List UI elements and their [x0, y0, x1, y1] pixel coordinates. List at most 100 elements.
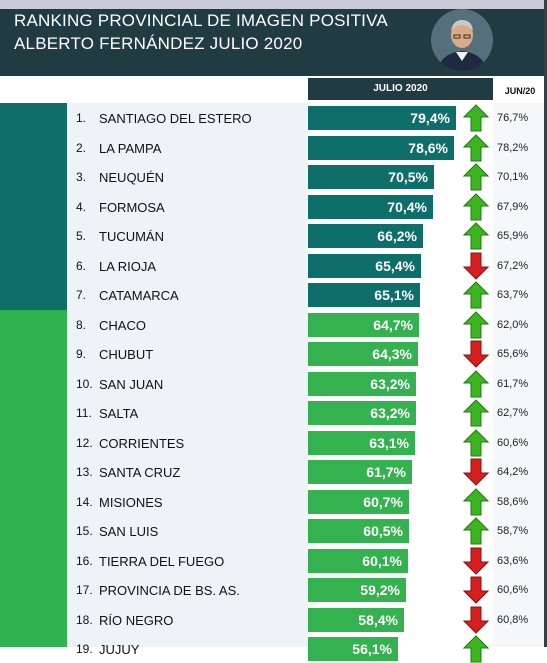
value-label: 70,4% — [387, 198, 427, 215]
previous-value: 62,7% — [497, 407, 529, 419]
value-label: 61,7% — [366, 464, 406, 480]
province-name: FORMOSA — [99, 199, 165, 215]
arrow-up-icon — [463, 310, 489, 338]
value-bar: 66,2% — [308, 224, 423, 248]
arrow-up-icon — [463, 399, 489, 427]
column-header-current: JULIO 2020 — [308, 78, 493, 100]
right-edge — [544, 0, 547, 647]
table-row: 17. PROVINCIA DE BS. AS. 59,2% 60,6% — [0, 575, 547, 604]
province-name: TUCUMÁN — [99, 229, 164, 244]
value-bar: 79,4% — [308, 106, 456, 130]
value-label: 60,5% — [363, 523, 403, 539]
value-bar: 63,1% — [308, 430, 415, 455]
rank-number: 15. — [76, 524, 93, 538]
rank-number: 5. — [76, 229, 87, 243]
top-strip — [0, 0, 547, 9]
rank-number: 17. — [76, 583, 93, 597]
group-band-teal — [0, 103, 67, 310]
value-label: 65,4% — [375, 257, 415, 274]
province-name: TIERRA DEL FUEGO — [99, 553, 225, 569]
value-label: 79,4% — [410, 110, 450, 126]
rank-number: 16. — [76, 553, 93, 568]
province-name: CHACO — [99, 317, 146, 333]
value-bar: 70,5% — [308, 165, 434, 189]
province-name: LA PAMPA — [99, 140, 162, 156]
province-name: LA RIOJA — [99, 258, 157, 274]
province-name: MISIONES — [99, 494, 163, 510]
value-bar: 60,5% — [308, 519, 409, 543]
table-row: 4. FORMOSA 70,4% 67,9% — [0, 192, 547, 221]
previous-value: 70,1% — [497, 171, 529, 183]
rank-number: 10. — [76, 376, 93, 391]
province-name: PROVINCIA DE BS. AS. — [99, 583, 240, 598]
value-bar: 65,4% — [308, 253, 421, 278]
arrow-up-icon — [463, 222, 489, 250]
arrow-up-icon — [463, 428, 489, 456]
previous-value: 60,6% — [497, 584, 529, 596]
value-label: 63,1% — [369, 434, 409, 451]
value-label: 59,2% — [360, 582, 400, 598]
province-name: CORRIENTES — [99, 435, 185, 451]
arrow-down-icon — [463, 547, 489, 575]
value-bar: 70,4% — [308, 194, 433, 219]
value-bar: 59,2% — [308, 578, 406, 602]
value-bar: 64,7% — [308, 312, 419, 337]
previous-value: 65,6% — [497, 348, 529, 360]
value-bar: 58,4% — [308, 607, 404, 632]
arrow-up-icon — [463, 517, 489, 545]
arrow-up-icon — [463, 369, 489, 397]
value-label: 70,5% — [388, 169, 428, 185]
rank-number: 1. — [76, 111, 87, 125]
arrow-down-icon — [463, 606, 489, 634]
arrow-up-icon — [463, 281, 489, 309]
rank-number: 19. — [76, 642, 93, 656]
rank-number: 18. — [76, 612, 93, 627]
previous-value: 58,7% — [497, 525, 529, 537]
value-bar: 61,7% — [308, 460, 412, 484]
value-label: 65,1% — [374, 287, 414, 303]
province-name: NEUQUÉN — [99, 170, 165, 185]
arrow-down-icon — [463, 576, 489, 604]
previous-value: 62,0% — [497, 318, 529, 331]
table-row: 5. TUCUMÁN 66,2% 65,9% — [0, 221, 547, 250]
value-bar: 64,3% — [308, 342, 418, 366]
table-row: 13. SANTA CRUZ 61,7% 64,2% — [0, 457, 547, 486]
chart-title-line-2: ALBERTO FERNÁNDEZ JULIO 2020 — [14, 34, 303, 53]
previous-value: 67,2% — [497, 259, 529, 272]
value-label: 63,2% — [370, 405, 410, 421]
table-row: 14. MISIONES 60,7% 58,6% — [0, 487, 547, 516]
value-bar: 63,2% — [308, 371, 416, 396]
arrow-down-icon — [463, 340, 489, 368]
rank-number: 9. — [76, 347, 87, 361]
group-band-green — [0, 310, 67, 647]
value-label: 58,4% — [358, 611, 398, 628]
value-bar: 65,1% — [308, 283, 420, 307]
rank-number: 8. — [76, 317, 87, 332]
value-bar: 63,2% — [308, 401, 416, 425]
province-name: SANTIAGO DEL ESTERO — [99, 111, 252, 126]
arrow-down-icon — [463, 252, 489, 280]
table-row: 2. LA PAMPA 78,6% 78,2% — [0, 133, 547, 162]
table-row: 7. CATAMARCA 65,1% 63,7% — [0, 280, 547, 309]
previous-value: 63,7% — [497, 289, 529, 301]
province-name: JUJUY — [99, 642, 140, 657]
province-name: RÍO NEGRO — [99, 612, 174, 628]
table-row: 10. SAN JUAN 63,2% 61,7% — [0, 369, 547, 398]
chart-title-line-1: RANKING PROVINCIAL DE IMAGEN POSITIVA — [14, 11, 388, 30]
rank-number: 14. — [76, 494, 93, 509]
value-label: 64,3% — [372, 346, 412, 362]
previous-value-column — [493, 103, 547, 647]
rank-number: 11. — [76, 406, 92, 420]
previous-value: 76,7% — [497, 112, 529, 124]
arrow-up-icon — [463, 192, 489, 220]
table-row: 19. JUJUY 56,1% — [0, 634, 547, 663]
arrow-up-icon — [463, 133, 489, 161]
rank-number: 13. — [76, 465, 93, 479]
previous-value: 60,8% — [497, 613, 529, 626]
province-name: CATAMARCA — [99, 288, 179, 303]
province-name: SAN JUAN — [99, 376, 164, 392]
province-name: SALTA — [99, 406, 139, 421]
table-row: 16. TIERRA DEL FUEGO 60,1% 63,6% — [0, 546, 547, 575]
arrow-up-icon — [463, 163, 489, 191]
rank-number: 12. — [76, 435, 93, 450]
